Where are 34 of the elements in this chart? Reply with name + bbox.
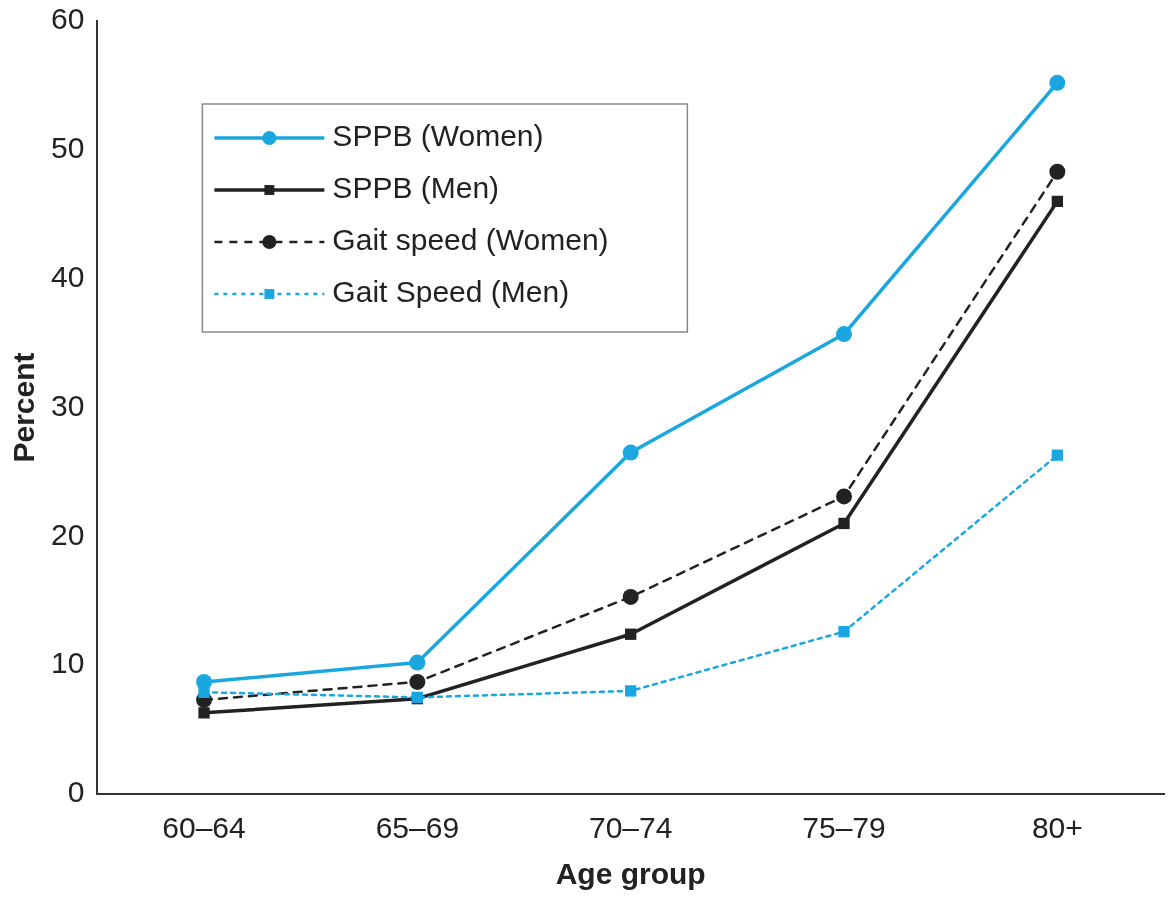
point — [625, 628, 637, 640]
point — [836, 488, 853, 505]
point — [409, 654, 426, 671]
legend-label: Gait Speed (Men) — [332, 275, 570, 309]
legend-label: SPPB (Women) — [332, 119, 544, 153]
point — [838, 626, 850, 638]
point — [198, 686, 210, 698]
x-tick-label: 70–74 — [588, 811, 673, 845]
point — [1051, 195, 1063, 208]
x-axis-title: Age group — [555, 857, 706, 891]
y-tick-label: 50 — [50, 131, 85, 165]
y-tick-label: 20 — [50, 517, 85, 551]
y-tick-label: 10 — [50, 646, 85, 680]
x-tick-label: 65–69 — [375, 811, 460, 845]
point — [409, 673, 426, 690]
x-tick-label: 75–79 — [802, 811, 886, 845]
point — [198, 707, 210, 719]
point — [838, 517, 850, 530]
legend-label: Gait speed (Women) — [332, 223, 609, 257]
x-tick-label: 80+ — [1031, 811, 1083, 845]
point — [622, 444, 639, 461]
y-tick-label: 60 — [50, 2, 85, 36]
y-tick-label: 30 — [50, 388, 85, 422]
y-tick-label: 40 — [50, 259, 85, 293]
point — [1051, 449, 1063, 461]
point — [1049, 163, 1066, 180]
x-tick-label: 60–64 — [162, 811, 246, 845]
point — [622, 588, 639, 605]
point — [625, 685, 637, 697]
point — [836, 326, 853, 343]
y-axis-title: Percent — [7, 352, 41, 463]
legend-label: SPPB (Men) — [332, 171, 500, 205]
point — [1049, 74, 1066, 91]
y-tick-label: 0 — [67, 775, 85, 809]
